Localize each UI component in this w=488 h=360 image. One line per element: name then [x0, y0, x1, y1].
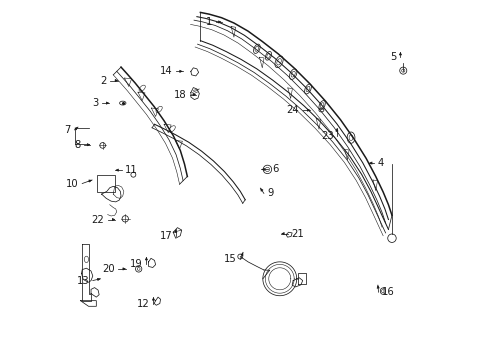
- Text: 6: 6: [271, 165, 278, 174]
- Text: 12: 12: [137, 299, 150, 309]
- Text: 19: 19: [130, 259, 142, 269]
- Text: 22: 22: [91, 215, 104, 225]
- Text: 24: 24: [286, 105, 299, 115]
- Text: 2: 2: [101, 76, 107, 86]
- Bar: [97, 175, 115, 192]
- Text: 21: 21: [290, 229, 303, 239]
- Text: 1: 1: [206, 17, 212, 27]
- Text: 16: 16: [381, 287, 394, 297]
- Text: 18: 18: [173, 90, 186, 100]
- Text: 15: 15: [224, 255, 236, 264]
- Text: 5: 5: [390, 52, 396, 62]
- Text: 23: 23: [320, 131, 333, 141]
- Text: 14: 14: [159, 66, 172, 76]
- Text: 8: 8: [74, 140, 81, 150]
- Text: 4: 4: [377, 158, 383, 168]
- Text: 7: 7: [64, 125, 71, 135]
- Text: 9: 9: [267, 188, 273, 198]
- Text: 17: 17: [159, 231, 172, 242]
- Text: 13: 13: [77, 275, 89, 285]
- Text: 20: 20: [102, 264, 114, 274]
- Text: 10: 10: [66, 179, 79, 189]
- Text: 3: 3: [92, 98, 98, 108]
- Text: 11: 11: [125, 165, 138, 175]
